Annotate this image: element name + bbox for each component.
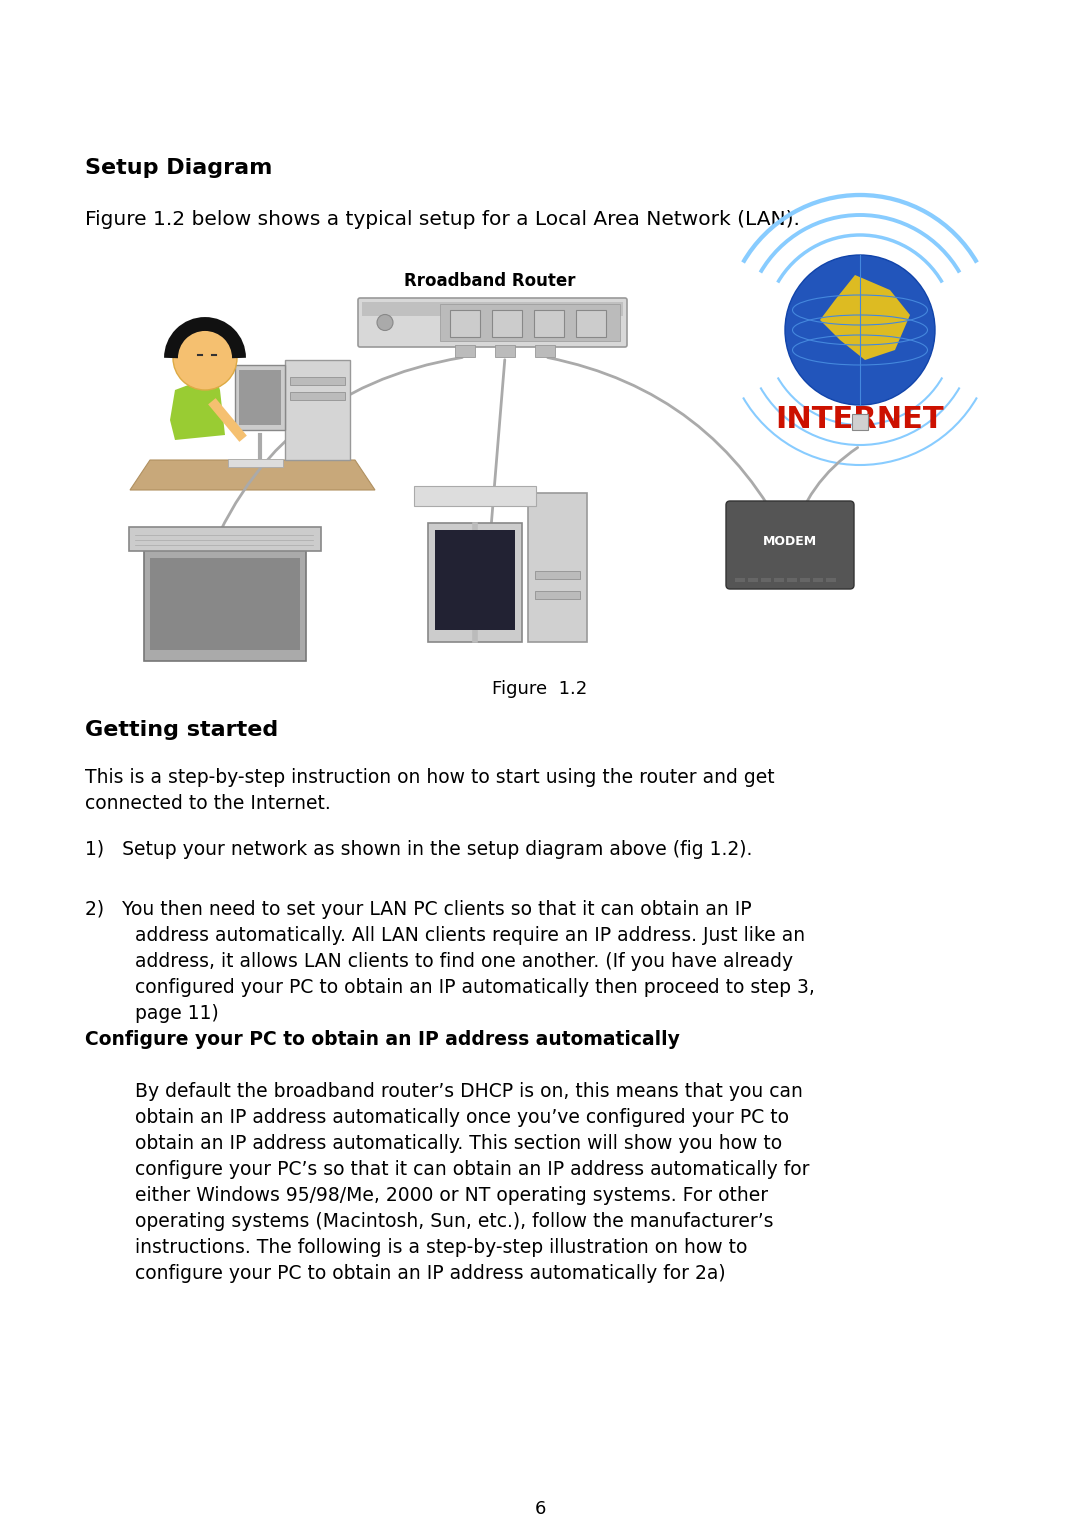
Text: page 11): page 11) <box>135 1005 219 1023</box>
Text: either Windows 95/98/Me, 2000 or NT operating systems. For other: either Windows 95/98/Me, 2000 or NT oper… <box>135 1186 768 1206</box>
Polygon shape <box>130 459 375 490</box>
Circle shape <box>377 315 393 330</box>
Bar <box>576 310 606 336</box>
Text: obtain an IP address automatically once you’ve configured your PC to: obtain an IP address automatically once … <box>135 1107 789 1127</box>
Text: operating systems (Macintosh, Sun, etc.), follow the manufacturer’s: operating systems (Macintosh, Sun, etc.)… <box>135 1212 773 1230</box>
Bar <box>787 578 797 582</box>
Bar <box>235 366 285 430</box>
Text: By default the broadband router’s DHCP is on, this means that you can: By default the broadband router’s DHCP i… <box>135 1081 802 1101</box>
Bar <box>534 310 564 336</box>
Text: instructions. The following is a step-by-step illustration on how to: instructions. The following is a step-by… <box>135 1238 747 1256</box>
FancyBboxPatch shape <box>414 485 536 505</box>
FancyBboxPatch shape <box>428 522 522 642</box>
Text: MODEM: MODEM <box>762 535 818 548</box>
Text: address, it allows LAN clients to find one another. (If you have already: address, it allows LAN clients to find o… <box>135 952 793 971</box>
Bar <box>535 591 580 599</box>
Text: Figure  1.2: Figure 1.2 <box>492 680 588 697</box>
Text: 1)   Setup your network as shown in the setup diagram above (fig 1.2).: 1) Setup your network as shown in the se… <box>85 840 753 859</box>
Bar <box>535 346 555 356</box>
FancyBboxPatch shape <box>528 493 588 642</box>
Text: INTERNET: INTERNET <box>775 406 944 435</box>
FancyBboxPatch shape <box>144 548 306 660</box>
Bar <box>495 346 515 356</box>
Bar <box>826 578 836 582</box>
Bar <box>239 370 281 425</box>
Circle shape <box>785 255 935 406</box>
Bar <box>761 578 771 582</box>
Bar <box>435 530 515 630</box>
Text: address automatically. All LAN clients require an IP address. Just like an: address automatically. All LAN clients r… <box>135 926 805 945</box>
Bar <box>291 376 345 386</box>
Text: Getting started: Getting started <box>85 720 279 740</box>
Text: obtain an IP address automatically. This section will show you how to: obtain an IP address automatically. This… <box>135 1134 782 1154</box>
FancyBboxPatch shape <box>726 501 854 588</box>
Bar <box>455 346 475 356</box>
Text: Configure your PC to obtain an IP address automatically: Configure your PC to obtain an IP addres… <box>85 1031 680 1049</box>
Polygon shape <box>170 375 225 439</box>
Bar <box>150 558 300 650</box>
FancyBboxPatch shape <box>357 298 627 347</box>
Bar <box>291 392 345 399</box>
Bar <box>800 578 810 582</box>
Circle shape <box>173 326 237 390</box>
Text: Figure 1.2 below shows a typical setup for a Local Area Network (LAN).: Figure 1.2 below shows a typical setup f… <box>85 210 800 229</box>
Bar <box>813 578 823 582</box>
Text: This is a step-by-step instruction on how to start using the router and get: This is a step-by-step instruction on ho… <box>85 768 774 786</box>
Bar <box>748 578 758 582</box>
Bar <box>362 303 623 316</box>
Bar <box>228 459 283 467</box>
Bar <box>735 578 745 582</box>
Text: configured your PC to obtain an IP automatically then proceed to step 3,: configured your PC to obtain an IP autom… <box>135 978 815 997</box>
FancyBboxPatch shape <box>129 527 321 551</box>
Bar <box>440 304 620 341</box>
Text: 2)   You then need to set your LAN PC clients so that it can obtain an IP: 2) You then need to set your LAN PC clie… <box>85 900 752 919</box>
Text: Setup Diagram: Setup Diagram <box>85 158 272 178</box>
Bar <box>774 578 784 582</box>
Text: connected to the Internet.: connected to the Internet. <box>85 794 330 813</box>
Bar <box>535 571 580 579</box>
Bar <box>285 359 350 459</box>
Text: configure your PC’s so that it can obtain an IP address automatically for: configure your PC’s so that it can obtai… <box>135 1160 810 1180</box>
Bar <box>852 415 868 430</box>
Text: configure your PC to obtain an IP address automatically for 2a): configure your PC to obtain an IP addres… <box>135 1264 726 1283</box>
Polygon shape <box>820 275 910 359</box>
Text: 6: 6 <box>535 1501 545 1518</box>
Bar <box>492 310 522 336</box>
Bar <box>450 310 480 336</box>
Text: Rroadband Router: Rroadband Router <box>404 272 576 290</box>
